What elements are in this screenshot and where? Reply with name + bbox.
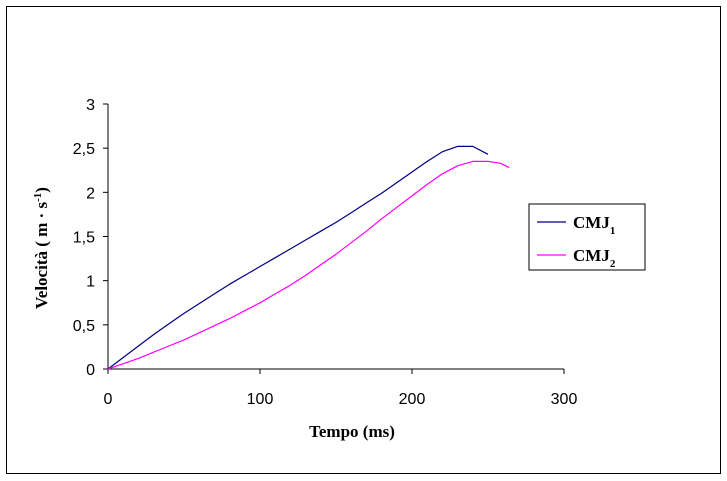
legend-label-cmj1-main: CMJ [573,213,610,232]
y-tick-label: 0 [86,362,95,379]
y-tick-label: 1 [86,274,95,291]
legend-box [528,203,646,271]
y-tick-label: 0,5 [73,318,95,335]
legend-label-cmj1-sub: 1 [610,225,616,237]
legend-label-cmj2-sub: 2 [610,258,616,270]
x-axis-title: Tempo (ms) [309,422,395,441]
series-line-cmj1 [107,145,489,370]
legend-label-cmj1: CMJ1 [573,213,615,237]
y-tick-labels: 0 0,5 1 1,5 2 2,5 3 [73,97,95,379]
legend-label-cmj2: CMJ2 [573,246,616,270]
y-tick-label: 3 [86,97,95,114]
y-tick-label: 1,5 [73,230,95,247]
x-tick-label: 0 [104,391,113,408]
series-group [107,145,510,370]
y-axis-title: Velocità ( m · s-1) [32,187,51,309]
y-axis-title-sup: -1 [32,193,44,202]
y-tick-label: 2,5 [73,141,95,158]
x-tick-label: 300 [551,391,578,408]
x-tick-label: 100 [247,391,274,408]
y-axis-title-close: ) [32,187,51,193]
legend: CMJ1 CMJ2 [528,203,646,271]
axes [103,103,565,374]
legend-label-cmj2-main: CMJ [573,246,610,265]
x-tick-label: 200 [399,391,426,408]
y-axis-title-main: Velocità ( m · s [32,202,51,309]
x-tick-labels: 0 100 200 300 [104,391,578,408]
y-tick-label: 2 [86,185,95,202]
series-line-cmj2 [107,160,510,370]
